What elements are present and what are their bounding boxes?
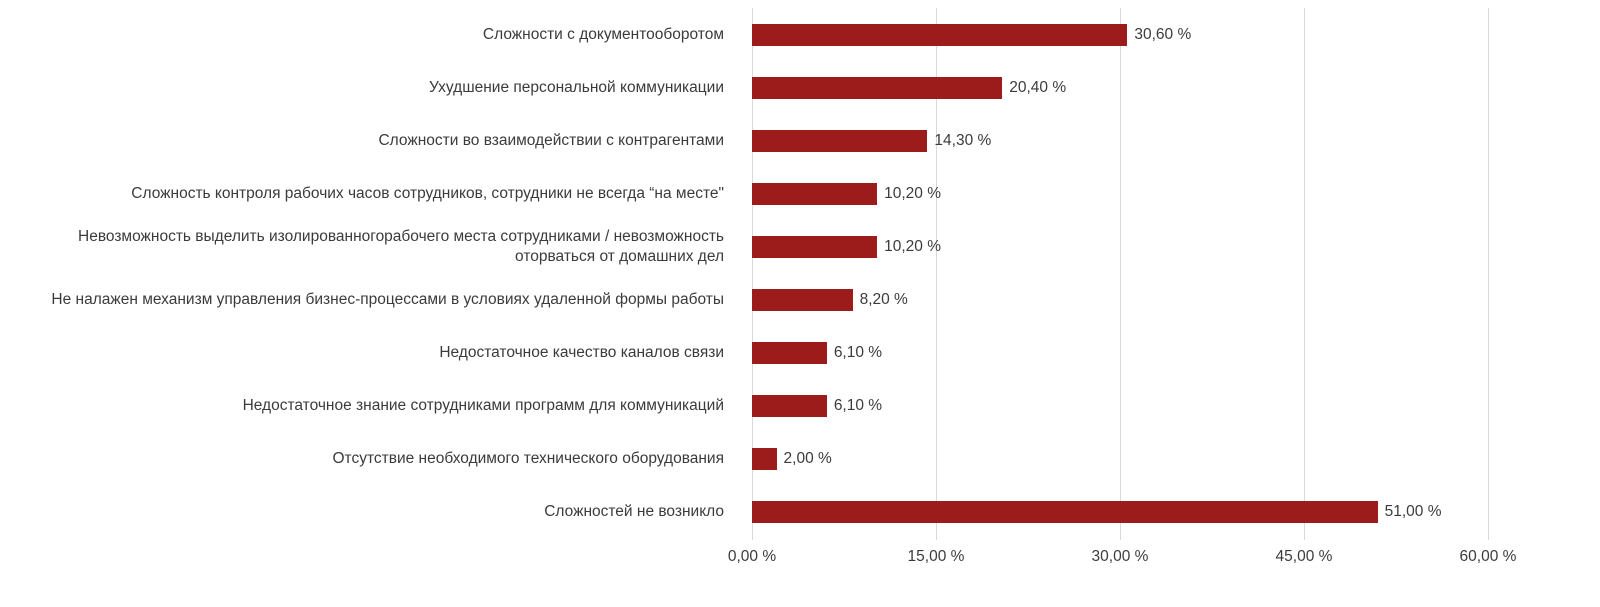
category-label: Недостаточное знание сотрудниками програ… xyxy=(242,396,724,414)
bar xyxy=(752,447,777,470)
bar xyxy=(752,182,878,205)
value-label: 30,60 % xyxy=(1134,25,1192,43)
category-label: Не налажен механизм управления бизнес-пр… xyxy=(51,290,724,308)
x-axis-tick-label: 0,00 % xyxy=(727,548,777,565)
value-label: 14,30 % xyxy=(934,131,992,149)
bar xyxy=(752,76,1003,99)
category-label: Недостаточное качество каналов связи xyxy=(439,343,724,361)
bar xyxy=(752,129,928,152)
chart-row: Сложности во взаимодействии с контрагент… xyxy=(0,114,1600,167)
value-label: 6,10 % xyxy=(833,343,883,361)
chart-row: Отсутствие необходимого технического обо… xyxy=(0,432,1600,485)
x-axis-tick-label: 45,00 % xyxy=(1275,548,1333,565)
category-label: Невозможность выделить изолированногораб… xyxy=(78,227,724,265)
value-label: 51,00 % xyxy=(1384,502,1442,520)
bar xyxy=(752,341,827,364)
category-label: Отсутствие необходимого технического обо… xyxy=(332,449,724,467)
value-label: 10,20 % xyxy=(884,184,941,202)
bar xyxy=(752,394,827,417)
bar xyxy=(752,235,878,258)
chart-row: Сложностей не возникло 51,00 % xyxy=(0,485,1600,538)
grid-line xyxy=(1488,8,1489,540)
chart-row: Ухудшение персональной коммуникации 20,40… xyxy=(0,61,1600,114)
bar xyxy=(752,288,853,311)
chart-row: Недостаточное качество каналов связи 6,10… xyxy=(0,326,1600,379)
value-label: 10,20 % xyxy=(884,237,941,255)
category-label: Ухудшение персональной коммуникации xyxy=(429,78,724,96)
chart-row: Сложность контроля рабочих часов сотрудн… xyxy=(0,167,1600,220)
grid-line xyxy=(1120,8,1121,540)
category-label: Сложности во взаимодействии с контрагент… xyxy=(378,131,724,149)
x-axis-tick-label: 30,00 % xyxy=(1091,548,1149,565)
bar xyxy=(752,23,1128,46)
chart-row: Не налажен механизм управления бизнес-пр… xyxy=(0,273,1600,326)
category-label: Сложности с документооборотом xyxy=(482,25,724,43)
category-label: Сложностей не возникло xyxy=(544,502,724,520)
value-label: 6,10 % xyxy=(833,396,883,414)
x-axis-tick-label: 60,00 % xyxy=(1459,548,1517,565)
chart-row: Сложности с документооборотом 30,60 % xyxy=(0,8,1600,61)
chart-row: Невозможность выделить изолированногораб… xyxy=(0,220,1600,273)
category-label: Сложность контроля рабочих часов сотрудн… xyxy=(131,184,724,202)
bar xyxy=(752,500,1378,523)
grid-line xyxy=(752,8,753,540)
value-label: 2,00 % xyxy=(783,449,832,467)
value-label: 20,40 % xyxy=(1009,78,1067,96)
x-axis-tick-label: 15,00 % xyxy=(907,548,965,565)
value-label: 8,20 % xyxy=(859,290,908,308)
grid-line xyxy=(936,8,937,540)
grid-line xyxy=(1304,8,1305,540)
chart-row: Недостаточное знание сотрудниками програ… xyxy=(0,379,1600,432)
